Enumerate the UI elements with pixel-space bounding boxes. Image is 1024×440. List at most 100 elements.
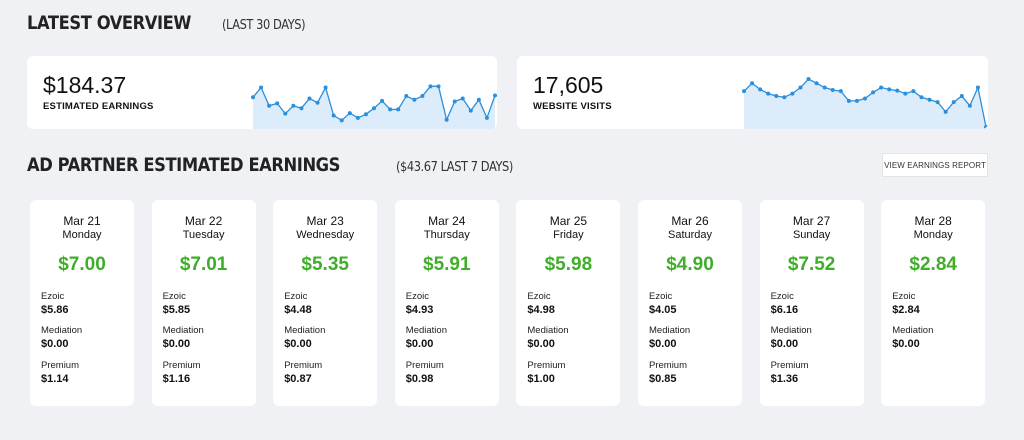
partner-name: Premium (41, 360, 80, 371)
partner-row: Premium $1.36 (771, 360, 809, 385)
earnings-sparkline-area (253, 86, 495, 129)
visits-sparkline-point (943, 109, 948, 114)
earnings-sparkline-point (420, 94, 425, 99)
partner-name: Ezoic (770, 291, 794, 302)
partner-row: Ezoic $4.98 (527, 291, 555, 316)
partner-name: Mediation (162, 325, 204, 336)
earnings-sparkline (251, 84, 497, 129)
partner-amount: $0.00 (892, 338, 920, 350)
partner-amount: $0.00 (527, 338, 555, 350)
day-date: Mar 26 (671, 214, 709, 228)
partner-row: Mediation $0.00 (649, 325, 690, 350)
partner-name: Ezoic (405, 291, 430, 302)
earnings-sparkline-point (388, 107, 393, 112)
day-card: Mar 21 Monday $7.00 Ezoic $5.86 Mediation $0.0… (30, 200, 134, 406)
day-date: Mar 27 (792, 214, 831, 228)
partner-name: Ezoic (162, 291, 186, 302)
partner-name: Mediation (649, 325, 691, 336)
partner-row: Ezoic $2.84 (892, 291, 920, 316)
day-card: Mar 23 Wednesday $5.35 Ezoic $4.48 Mediation $… (273, 200, 378, 406)
visits-sparkline-point (790, 91, 795, 96)
earnings-summary-card: $184.37 ESTIMATED EARNINGS (27, 56, 497, 129)
partner-amount: $1.00 (527, 373, 555, 385)
visits-sparkline-point (919, 95, 924, 100)
earnings-sparkline-point (363, 112, 368, 117)
visits-sparkline-point (806, 77, 811, 82)
partner-name: Ezoic (41, 291, 65, 302)
visits-sparkline-point (854, 98, 859, 103)
partner-name: Premium (527, 360, 566, 371)
earnings-sparkline-point (275, 101, 280, 106)
visits-sparkline-point (774, 94, 779, 99)
partner-amount: $0.00 (649, 338, 677, 350)
partners-subtitle: ($43.67 LAST 7 DAYS) (395, 160, 513, 175)
partner-amount: $4.98 (527, 304, 555, 316)
day-date: Mar 28 (914, 214, 952, 228)
partner-name: Premium (162, 360, 201, 371)
partner-name: Premium (649, 360, 688, 371)
visits-sparkline-point (871, 90, 876, 95)
earnings-sparkline-point (428, 84, 433, 89)
visits-label: WEBSITE VISITS (533, 101, 612, 112)
day-card: Mar 26 Saturday $4.90 Ezoic $4.05 Mediation $0… (638, 200, 742, 406)
partner-row: Premium $1.14 (41, 360, 79, 385)
overview-title: LATEST OVERVIEW (27, 12, 192, 34)
earnings-value: $184.37 (43, 72, 127, 98)
visits-sparkline-point (750, 81, 755, 86)
day-card: Mar 28 Monday $2.84 Ezoic $2.84 Mediation $0.0… (881, 200, 986, 406)
day-total: $5.91 (423, 254, 471, 275)
earnings-sparkline-point (267, 103, 272, 108)
partner-row: Ezoic $6.16 (771, 291, 799, 316)
partner-amount: $0.00 (405, 338, 434, 350)
visits-sparkline-point (758, 87, 763, 92)
view-earnings-report-button[interactable]: VIEW EARNINGS REPORT (882, 153, 988, 177)
visits-sparkline-point (935, 100, 940, 105)
earnings-sparkline-point (460, 96, 465, 101)
day-weekday: Monday (913, 229, 953, 241)
visits-sparkline-point (846, 98, 851, 103)
partner-amount: $4.48 (284, 304, 312, 316)
earnings-sparkline-point (355, 115, 360, 120)
earnings-sparkline-point (476, 97, 481, 102)
day-card: Mar 24 Thursday $5.91 Ezoic $4.93 Mediation $0… (394, 200, 499, 406)
partner-name: Ezoic (892, 291, 916, 302)
day-total: $5.35 (301, 254, 349, 275)
earnings-sparkline-point (436, 84, 441, 89)
earnings-sparkline-point (396, 107, 401, 112)
earnings-sparkline-point (291, 103, 296, 108)
day-date: Mar 23 (306, 214, 344, 228)
visits-sparkline-point (984, 125, 988, 129)
overview-subtitle: (LAST 30 DAYS) (222, 18, 306, 33)
partner-row: Mediation $0.00 (284, 325, 325, 350)
partner-amount: $4.05 (649, 304, 677, 316)
partner-row: Ezoic $5.85 (163, 291, 191, 316)
partner-amount: $4.93 (405, 304, 434, 316)
day-date: Mar 21 (63, 214, 101, 228)
visits-sparkline-point (742, 89, 746, 94)
partner-amount: $0.87 (284, 373, 312, 385)
earnings-sparkline-point (372, 106, 376, 111)
visits-sparkline (742, 77, 988, 129)
day-total: $5.98 (544, 254, 593, 275)
partner-name: Mediation (527, 325, 569, 336)
visits-sparkline-point (887, 87, 892, 92)
day-weekday: Monday (62, 229, 102, 241)
partner-amount: $0.85 (649, 373, 677, 385)
visits-sparkline-point (838, 89, 843, 94)
day-date: Mar 22 (184, 214, 223, 228)
partner-amount: $0.00 (41, 338, 69, 350)
day-weekday: Tuesday (182, 229, 225, 241)
partner-row: Mediation $0.00 (527, 325, 568, 350)
earnings-sparkline-point (404, 94, 409, 99)
visits-sparkline-point (766, 91, 771, 96)
day-weekday: Sunday (792, 229, 831, 241)
partner-row: Mediation $0.00 (163, 325, 204, 350)
visits-sparkline-point (911, 89, 916, 94)
partner-amount: $0.98 (405, 373, 434, 385)
partner-amount: $0.00 (770, 338, 799, 350)
visits-sparkline-point (975, 85, 980, 90)
day-total: $4.90 (666, 254, 714, 275)
partner-row: Premium $1.16 (163, 360, 201, 385)
visits-sparkline-point (863, 96, 867, 101)
partner-name: Mediation (284, 325, 326, 336)
